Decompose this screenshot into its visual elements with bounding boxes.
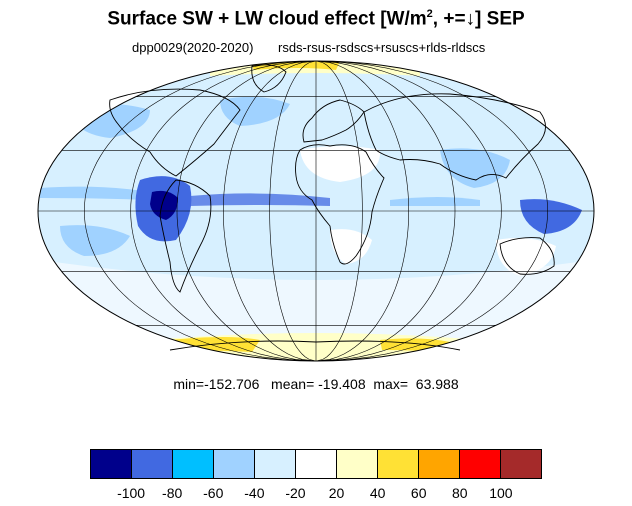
map-title: Surface SW + LW cloud effect [W/m2, +=↓]…: [0, 8, 632, 30]
colorbar-segment: [91, 450, 132, 478]
colorbar-tick-label: -40: [244, 485, 265, 501]
colorbar: [90, 449, 542, 479]
colorbar-segment: [460, 450, 501, 478]
coast-south-america: [159, 179, 212, 293]
meridian-line: [315, 60, 549, 362]
colorbar-segment: [501, 450, 541, 478]
coast-north-america: [109, 88, 241, 177]
globe-outline: [37, 60, 595, 362]
maritime-continent: [520, 199, 582, 234]
meridian-line: [315, 60, 410, 362]
subtitle-experiment: dpp0029(2020-2020): [132, 40, 254, 55]
subtitle-variable: rsds-rsus-rsdscs+rsuscs+rlds-rldscs: [278, 40, 486, 55]
colorbar-segment: [132, 450, 173, 478]
colorbar-tick-label: -60: [203, 485, 224, 501]
title-superscript: 2: [426, 8, 433, 20]
coastlines: [109, 64, 555, 351]
coast-europe: [302, 99, 365, 143]
title-rest: , +=↓] SEP: [432, 8, 525, 30]
colorbar-segment: [255, 450, 296, 478]
colorbar-segment: [173, 450, 214, 478]
colorbar-tick-label: 100: [489, 485, 513, 501]
meridian-line: [130, 60, 317, 362]
graticule: [38, 60, 594, 362]
colorbar-segment: [337, 450, 378, 478]
north-atlantic: [220, 96, 290, 126]
coast-australia: [499, 237, 555, 275]
colorbar-tick-label: -20: [285, 485, 306, 501]
colorbar-segment: [296, 450, 337, 478]
meridian-line: [222, 60, 317, 362]
colorbar-tick-label: 60: [410, 485, 427, 501]
tropical-band-atlantic: [190, 193, 330, 206]
colorbar-tick-label: -80: [162, 485, 183, 501]
meridian-line: [315, 60, 363, 362]
tropical-band-indian: [390, 197, 480, 206]
meridian-line: [83, 60, 317, 362]
meridian-line: [176, 60, 317, 362]
statistics-line: min=-152.706 mean= -19.408 max= 63.988: [173, 376, 459, 392]
coast-asia: [363, 93, 546, 181]
colorbar-segment: [214, 450, 255, 478]
colorbar-tick-label: 20: [328, 485, 345, 501]
meridian-line: [269, 60, 317, 362]
asia-monsoon: [440, 148, 510, 188]
colorbar-tick-label: -100: [117, 485, 146, 501]
coast-antarctica: [169, 340, 461, 351]
coast-africa: [295, 144, 385, 265]
colorbar-segment: [378, 450, 419, 478]
colorbar-tick-label: 40: [369, 485, 386, 501]
title-main: Surface SW + LW cloud effect [W/m: [107, 8, 427, 30]
south-pacific: [60, 225, 130, 256]
colorbar-segment: [419, 450, 460, 478]
meridian-line: [315, 60, 502, 362]
colorbar-tick-label: 80: [452, 485, 468, 501]
coast-greenland: [251, 64, 287, 93]
colorbar-labels: -100 -80 -60 -40 -20 20 40 60 80 100: [0, 485, 632, 503]
sahara-clear: [300, 146, 381, 182]
amazon-core: [150, 190, 178, 220]
tropical-band-pacific-east: [40, 186, 150, 200]
